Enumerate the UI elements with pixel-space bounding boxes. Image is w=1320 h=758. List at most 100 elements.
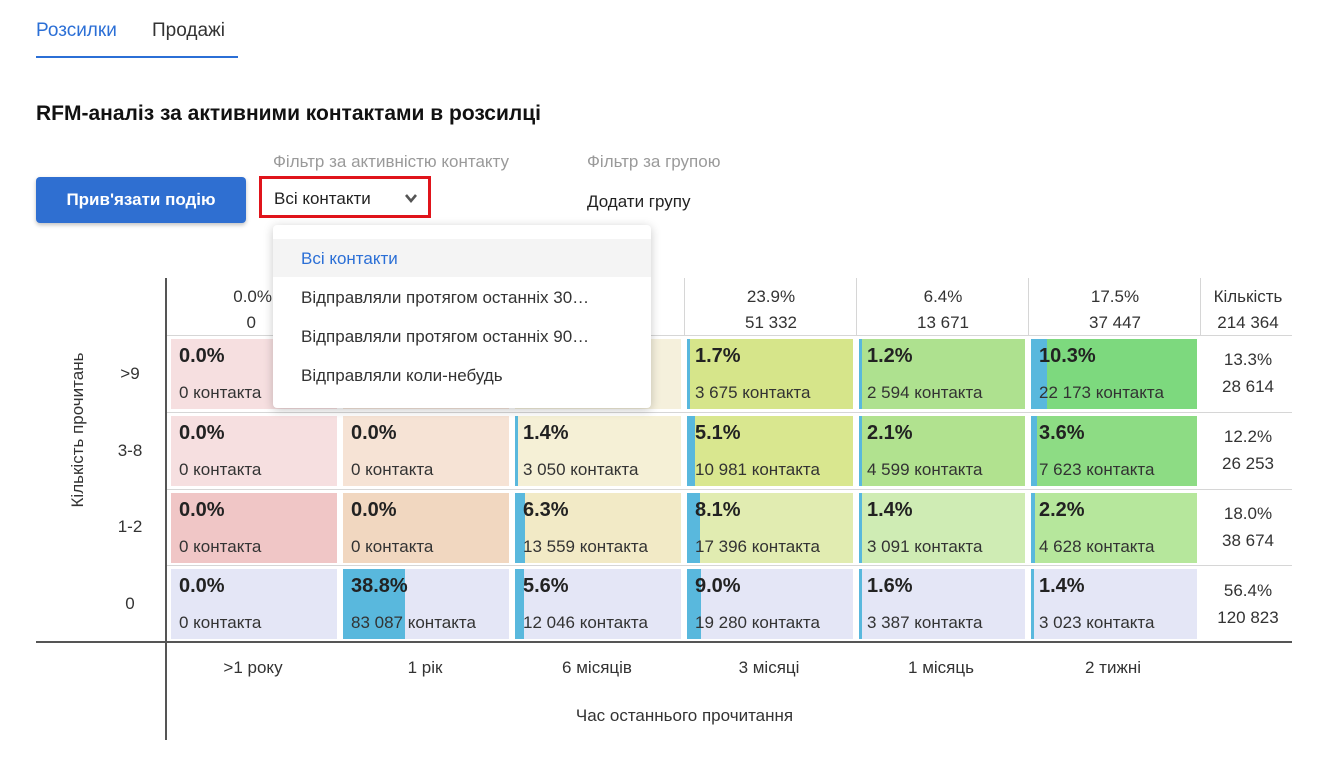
rfm-cell-count: 0 контакта (351, 537, 434, 556)
rfm-cell-bar (687, 493, 700, 563)
rfm-cell-bar (859, 569, 862, 639)
rfm-cell[interactable]: 1.2% 2 594 контакта (859, 339, 1025, 409)
rfm-cell-bar (859, 339, 862, 409)
x-tick-label: 3 місяці (738, 658, 800, 677)
rfm-cell[interactable]: 0.0% 0 контакта (343, 493, 509, 563)
rfm-cell[interactable]: 0.0% 0 контакта (343, 416, 509, 486)
x-tick-label: 6 місяців (562, 658, 632, 677)
rfm-cell-bar (515, 416, 518, 486)
rfm-cell-pct: 9.0% (695, 575, 741, 597)
rfm-cell-bar (687, 569, 702, 639)
y-axis-label: Кількість прочитань (68, 352, 87, 508)
rfm-cell[interactable]: 0.0% 0 контакта (171, 569, 337, 639)
activity-filter-dropdown: Всі контакти Відправляли протягом останн… (273, 225, 651, 408)
rfm-cell-bar (859, 493, 862, 563)
rfm-cell[interactable]: 5.1% 10 981 контакта (687, 416, 853, 486)
rfm-cell-count: 4 599 контакта (867, 460, 983, 479)
rfm-cell-bar (859, 416, 863, 486)
column-header-pct: 17.5% (1090, 287, 1140, 306)
chevron-down-icon (405, 194, 417, 204)
rfm-cell[interactable]: 1.4% 3 091 контакта (859, 493, 1025, 563)
add-group-link[interactable]: Додати групу (587, 192, 691, 211)
row-total-count: 120 823 (1217, 608, 1279, 627)
rfm-cell[interactable]: 6.3% 13 559 контакта (515, 493, 681, 563)
rfm-cell-bar (1031, 493, 1035, 563)
rfm-cell[interactable]: 0.0% 0 контакта (171, 416, 337, 486)
rfm-cell[interactable]: 3.6% 7 623 контакта (1031, 416, 1197, 486)
column-header: 17.5% 37 447 (1030, 284, 1200, 336)
row-total-pct: 56.4% (1223, 581, 1273, 600)
x-tick-label: >1 року (223, 658, 283, 677)
rfm-cell-count: 7 623 контакта (1039, 460, 1155, 479)
row-total: 13.3% 28 614 (1200, 346, 1296, 400)
rfm-cell[interactable]: 10.3% 22 173 контакта (1031, 339, 1197, 409)
total-header-value: 214 364 (1217, 313, 1279, 332)
group-filter-label: Фільтр за групою (587, 152, 721, 171)
dropdown-option-all-contacts[interactable]: Всі контакти (273, 239, 651, 277)
grid-divider (167, 489, 1292, 490)
dropdown-option-label: Відправляли коли-небудь (301, 366, 503, 385)
rfm-cell-count: 0 контакта (179, 537, 262, 556)
row-label: >9 (120, 364, 140, 383)
rfm-cell[interactable]: 2.2% 4 628 контакта (1031, 493, 1197, 563)
row-total: 56.4% 120 823 (1200, 577, 1296, 631)
rfm-cell-count: 0 контакта (179, 383, 262, 402)
activity-filter-select[interactable]: Всі контакти (259, 176, 431, 218)
total-header: Кількість 214 364 (1200, 284, 1296, 336)
rfm-cell-pct: 0.0% (351, 422, 397, 444)
rfm-cell-pct: 1.6% (867, 575, 913, 597)
rfm-cell-pct: 1.4% (523, 422, 569, 444)
row-label: 3-8 (117, 441, 143, 460)
rfm-cell-count: 0 контакта (179, 613, 262, 632)
row-total-pct: 18.0% (1223, 504, 1273, 523)
rfm-cell[interactable]: 1.7% 3 675 контакта (687, 339, 853, 409)
rfm-cell[interactable]: 38.8% 83 087 контакта (343, 569, 509, 639)
rfm-cell-pct: 0.0% (351, 499, 397, 521)
x-axis-label: Час останнього прочитання (575, 706, 794, 725)
rfm-cell-count: 19 280 контакта (695, 613, 820, 632)
column-header: 0.0% 0 (168, 284, 272, 336)
rfm-cell-count: 3 050 контакта (523, 460, 639, 479)
row-total-count: 28 614 (1222, 377, 1274, 396)
page-title: RFM-аналіз за активними контактами в роз… (36, 102, 541, 125)
row-total: 12.2% 26 253 (1200, 423, 1296, 477)
rfm-cell-pct: 8.1% (695, 499, 741, 521)
rfm-cell-bar (1031, 416, 1037, 486)
column-header-pct: 0.0% (233, 287, 272, 306)
bind-event-button[interactable]: Прив'язати подію (36, 177, 246, 223)
row-total-count: 38 674 (1222, 531, 1274, 550)
grid-divider (684, 278, 685, 335)
rfm-cell[interactable]: 9.0% 19 280 контакта (687, 569, 853, 639)
rfm-cell-pct: 1.2% (867, 345, 913, 367)
rfm-cell-count: 0 контакта (351, 460, 434, 479)
dropdown-option-sent-ever[interactable]: Відправляли коли-небудь (273, 356, 651, 394)
rfm-cell[interactable]: 2.1% 4 599 контакта (859, 416, 1025, 486)
dropdown-option-sent-30[interactable]: Відправляли протягом останніх 30… (273, 278, 651, 316)
rfm-cell[interactable]: 1.6% 3 387 контакта (859, 569, 1025, 639)
rfm-cell-count: 3 023 контакта (1039, 613, 1155, 632)
rfm-cell[interactable]: 1.4% 3 023 контакта (1031, 569, 1197, 639)
rfm-cell[interactable]: 0.0% 0 контакта (171, 493, 337, 563)
row-total-pct: 13.3% (1223, 350, 1273, 369)
rfm-cell-pct: 1.4% (867, 499, 913, 521)
rfm-cell-count: 13 559 контакта (523, 537, 648, 556)
rfm-cell-count: 3 091 контакта (867, 537, 983, 556)
dropdown-option-label: Всі контакти (301, 249, 398, 268)
grid-divider (167, 565, 1292, 566)
row-label: 0 (125, 594, 135, 613)
tab-bar: Розсилки Продажі (36, 18, 238, 58)
rfm-cell-pct: 10.3% (1039, 345, 1096, 367)
tab-mailings[interactable]: Розсилки (36, 20, 117, 41)
column-header-count: 0 (246, 313, 256, 332)
row-total: 18.0% 38 674 (1200, 500, 1296, 554)
rfm-cell[interactable]: 5.6% 12 046 контакта (515, 569, 681, 639)
x-tick-label: 2 тижні (1085, 658, 1141, 677)
grid-divider (167, 335, 1292, 336)
x-tick-label: 1 місяць (908, 658, 974, 677)
rfm-cell[interactable]: 1.4% 3 050 контакта (515, 416, 681, 486)
dropdown-option-sent-90[interactable]: Відправляли протягом останніх 90… (273, 317, 651, 355)
column-header-pct: 6.4% (923, 287, 963, 306)
rfm-cell[interactable]: 8.1% 17 396 контакта (687, 493, 853, 563)
rfm-cell-count: 83 087 контакта (351, 613, 476, 632)
tab-sales[interactable]: Продажі (152, 20, 225, 41)
